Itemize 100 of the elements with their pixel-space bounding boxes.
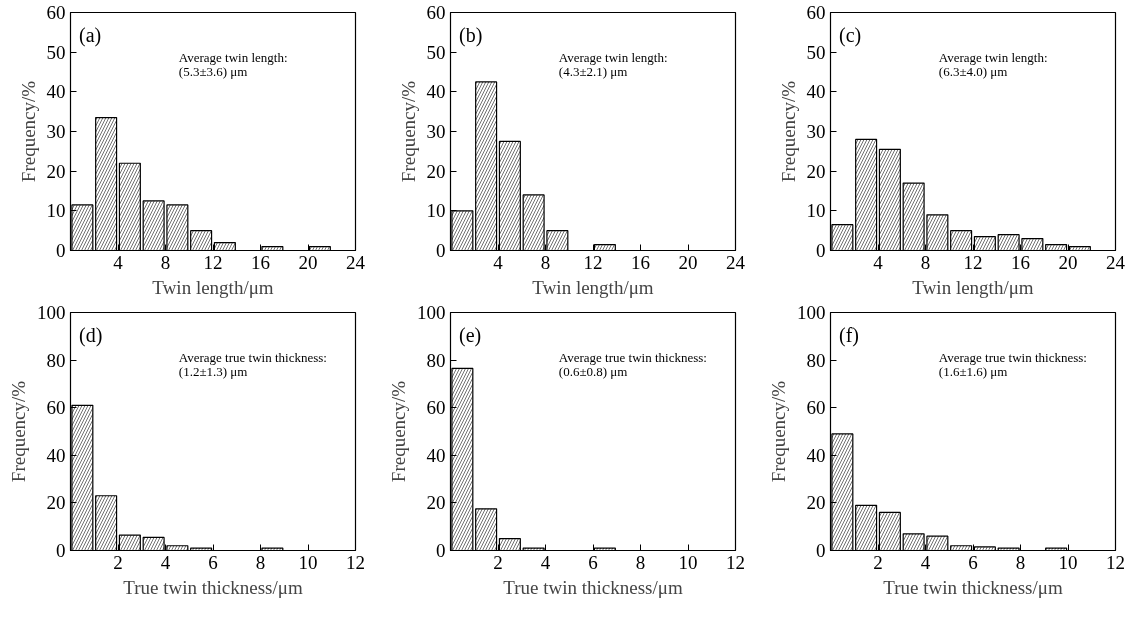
y-axis-title: Frequency/% xyxy=(768,380,789,483)
x-tick-label: 8 xyxy=(635,551,646,573)
x-tick-label: 8 xyxy=(160,251,171,273)
x-tick-label: 6 xyxy=(208,551,218,573)
annotation: (f) xyxy=(839,323,860,347)
x-tick-label: 4 xyxy=(873,251,884,273)
annotation: (b) xyxy=(459,23,483,47)
annotation: (e) xyxy=(459,323,482,347)
annotation: (1.6±1.6) μm xyxy=(938,364,1008,380)
x-tick-label: 20 xyxy=(1058,251,1078,273)
x-tick-label: 12 xyxy=(583,251,603,273)
x-tick-label: 2 xyxy=(493,551,503,573)
y-tick-label: 20 xyxy=(46,492,66,514)
y-tick-label: 10 xyxy=(426,200,446,222)
y-tick-label: 0 xyxy=(436,240,446,261)
y-tick-label: 20 xyxy=(426,492,446,514)
x-tick-label: 8 xyxy=(255,551,266,573)
y-tick-label: 40 xyxy=(426,81,446,103)
x-axis-title: True twin thickness/μm xyxy=(123,576,303,598)
y-tick-label: 30 xyxy=(46,121,66,142)
x-tick-label: 6 xyxy=(588,551,598,573)
x-tick-label: 8 xyxy=(1015,551,1026,573)
y-axis-title: Frequency/% xyxy=(397,80,419,183)
y-tick-label: 50 xyxy=(806,41,826,63)
y-tick-label: 10 xyxy=(46,200,66,222)
x-tick-label: 4 xyxy=(113,251,124,273)
x-tick-label: 16 xyxy=(631,251,650,273)
y-axis-title: Frequency/% xyxy=(17,80,39,183)
x-tick-label: 24 xyxy=(726,251,746,273)
annotation: (d) xyxy=(79,323,103,347)
x-tick-label: 10 xyxy=(678,551,698,573)
y-tick-label: 60 xyxy=(426,2,446,23)
x-axis-title: True twin thickness/μm xyxy=(883,576,1063,598)
x-tick-label: 12 xyxy=(726,551,745,573)
annotation: (0.6±0.8) μm xyxy=(558,364,628,380)
y-tick-label: 80 xyxy=(806,349,826,371)
y-axis-title: Frequency/% xyxy=(8,380,29,483)
x-axis-title: True twin thickness/μm xyxy=(503,576,683,598)
annotation: Average twin length: xyxy=(178,49,288,65)
annotation: Average true twin thickness: xyxy=(178,349,327,365)
y-tick-label: 0 xyxy=(816,240,826,261)
y-axis-title: Frequency/% xyxy=(777,80,799,183)
x-tick-label: 4 xyxy=(493,251,504,273)
x-tick-label: 12 xyxy=(963,251,983,273)
x-tick-label: 16 xyxy=(1011,251,1030,273)
x-tick-label: 20 xyxy=(298,251,318,273)
x-tick-label: 12 xyxy=(1106,551,1125,573)
x-axis-title: Twin length/μm xyxy=(152,276,274,298)
x-tick-label: 20 xyxy=(678,251,698,273)
annotation: (c) xyxy=(839,23,862,47)
x-tick-label: 12 xyxy=(203,251,223,273)
annotation: (a) xyxy=(79,23,102,47)
annotation: (6.3±4.0) μm xyxy=(938,64,1008,80)
annotation: Average true twin thickness: xyxy=(938,349,1087,365)
x-tick-label: 4 xyxy=(160,551,171,573)
y-axis-title: Frequency/% xyxy=(388,380,409,483)
x-tick-label: 10 xyxy=(298,551,318,573)
y-tick-label: 60 xyxy=(46,2,66,23)
x-tick-label: 8 xyxy=(920,251,931,273)
x-tick-label: 12 xyxy=(346,551,365,573)
y-tick-label: 40 xyxy=(806,81,826,103)
y-tick-label: 20 xyxy=(806,492,826,514)
y-tick-label: 0 xyxy=(56,540,66,561)
y-tick-label: 60 xyxy=(46,397,66,419)
x-tick-label: 24 xyxy=(346,251,366,273)
y-tick-label: 60 xyxy=(806,397,826,419)
y-tick-label: 50 xyxy=(426,41,446,63)
y-tick-label: 20 xyxy=(46,160,66,182)
x-tick-label: 4 xyxy=(920,551,931,573)
y-tick-label: 30 xyxy=(426,121,446,142)
y-tick-label: 0 xyxy=(56,240,66,261)
annotation: (1.2±1.3) μm xyxy=(178,364,248,380)
y-tick-label: 0 xyxy=(436,540,446,561)
y-tick-label: 50 xyxy=(46,41,66,63)
x-tick-label: 10 xyxy=(1058,551,1078,573)
x-tick-label: 24 xyxy=(1106,251,1126,273)
annotation: Average twin length: xyxy=(938,49,1048,65)
y-tick-label: 80 xyxy=(426,349,446,371)
y-tick-label: 20 xyxy=(426,160,446,182)
annotation: (4.3±2.1) μm xyxy=(558,64,628,80)
y-tick-label: 40 xyxy=(426,444,446,466)
y-tick-label: 40 xyxy=(46,444,66,466)
y-tick-label: 30 xyxy=(806,121,826,142)
y-tick-label: 20 xyxy=(806,160,826,182)
annotation: (5.3±3.6) μm xyxy=(178,64,248,80)
y-tick-label: 80 xyxy=(46,349,66,371)
x-axis-title: Twin length/μm xyxy=(912,276,1034,298)
y-tick-label: 40 xyxy=(46,81,66,103)
y-tick-label: 100 xyxy=(417,302,446,323)
y-tick-label: 100 xyxy=(37,302,66,323)
y-tick-label: 10 xyxy=(806,200,826,222)
annotation: Average true twin thickness: xyxy=(558,349,707,365)
x-axis-title: Twin length/μm xyxy=(532,276,654,298)
x-tick-label: 2 xyxy=(113,551,123,573)
y-tick-label: 40 xyxy=(806,444,826,466)
y-tick-label: 60 xyxy=(426,397,446,419)
y-tick-label: 0 xyxy=(816,540,826,561)
annotation: Average twin length: xyxy=(558,49,668,65)
x-tick-label: 6 xyxy=(968,551,978,573)
y-tick-label: 60 xyxy=(806,2,826,23)
